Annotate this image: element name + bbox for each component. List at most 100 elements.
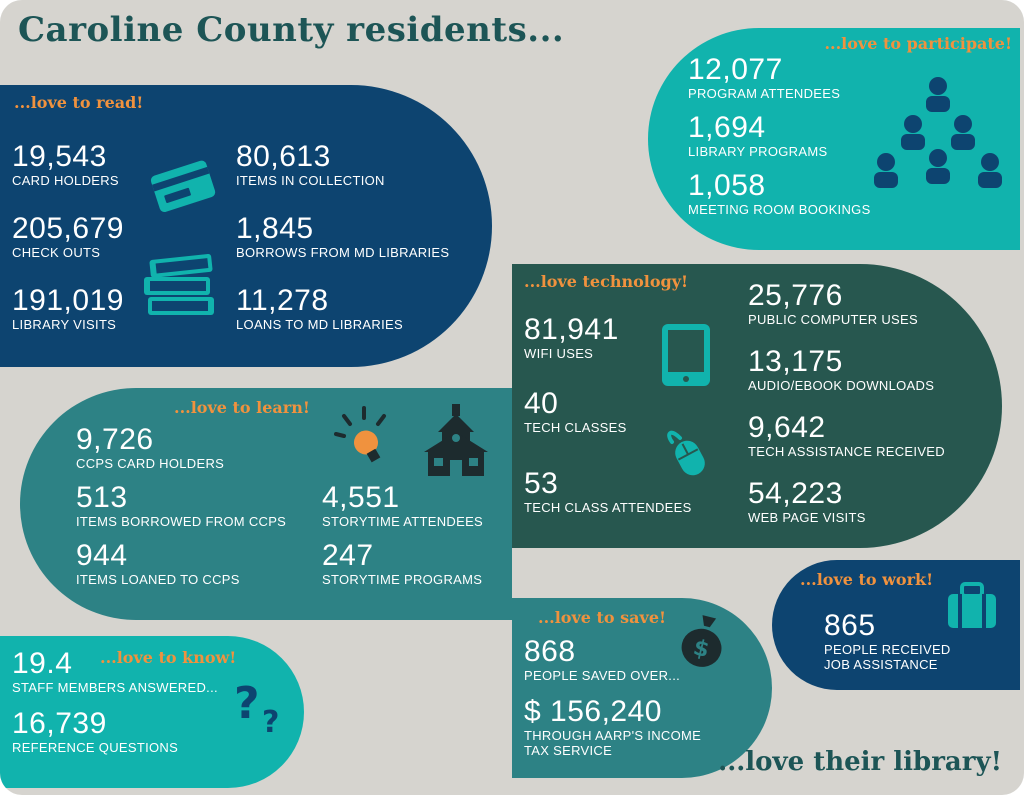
tech-stat-wifi-uses: 81,941 WiFi Uses [524, 313, 619, 362]
read-stat-library-visits: 191,019 Library Visits [12, 284, 124, 333]
learn-tag: ...love to learn! [174, 398, 310, 417]
money-bag-icon: $ [681, 615, 722, 667]
stat-label: Program Attendees [688, 86, 841, 101]
know-stat-reference-questions: 16,739 Reference Questions [12, 707, 179, 756]
technology-panel: ...love technology! 81,941 WiFi Uses 40 … [512, 264, 1002, 548]
stat-value: 513 [76, 481, 128, 514]
stat-value: 11,278 [236, 284, 329, 317]
svg-text:?: ? [234, 678, 260, 729]
tech-stat-assistance: 9,642 Tech Assistance Received [748, 411, 945, 460]
work-panel: ...love to work! 865 People Received Job… [772, 560, 1020, 690]
stat-value: 81,941 [524, 313, 619, 346]
stat-value: 1,845 [236, 212, 314, 245]
stat-label: Storytime Programs [322, 572, 483, 587]
read-tag: ...love to read! [14, 93, 144, 112]
briefcase-icon [948, 582, 996, 628]
stat-label: Library Visits [12, 317, 117, 332]
work-tag: ...love to work! [800, 570, 934, 589]
save-panel: ...love to save! 868 People Saved Over..… [512, 598, 772, 778]
stat-label: Public Computer Uses [748, 312, 918, 327]
learn-stat-storytime-attendees: 4,551 Storytime Attendees [322, 481, 484, 530]
stat-value: 865 [824, 609, 876, 642]
books-stack-icon [144, 254, 214, 315]
tablet-icon [662, 324, 710, 386]
technology-tag: ...love technology! [524, 272, 689, 291]
save-tag: ...love to save! [538, 608, 667, 627]
tech-stat-tech-classes: 40 Tech Classes [524, 387, 627, 436]
stat-label: Tech Assistance Received [748, 444, 945, 459]
stat-label: Through AARP's Income Tax Service [524, 728, 702, 758]
read-stat-borrows-md: 1,845 Borrows from MD Libraries [236, 212, 450, 261]
stat-value: 53 [524, 467, 559, 500]
stat-value: 13,175 [748, 345, 843, 378]
stat-label: Web Page Visits [748, 510, 866, 525]
stat-label: Loans to MD Libraries [236, 317, 403, 332]
know-panel: ...love to know! 19.4 Staff Members Answ… [0, 636, 304, 788]
save-stat-amount-saved: $ 156,240 Through AARP's Income Tax Serv… [524, 695, 724, 759]
stat-value: 16,739 [12, 707, 107, 740]
stat-value: 12,077 [688, 53, 783, 86]
stat-label: Items Loaned to CCPS [76, 572, 240, 587]
read-panel: ...love to read! 19,543 Card Holders 205… [0, 85, 492, 367]
stat-label: Card Holders [12, 173, 119, 188]
credit-card-icon [150, 160, 216, 213]
stat-label-text: People Received Job Assistance [824, 642, 951, 672]
stat-value: 80,613 [236, 140, 331, 173]
stat-value: 868 [524, 635, 576, 668]
read-stat-check-outs: 205,679 Check Outs [12, 213, 124, 261]
participate-stat-library-programs: 1,694 Library Programs [688, 111, 828, 160]
stat-value: 1,058 [688, 169, 766, 202]
participate-stat-meeting-rooms: 1,058 Meeting Room Bookings [688, 169, 871, 218]
stat-label: Check Outs [12, 245, 101, 260]
lightbulb-icon [334, 406, 386, 463]
stat-value: 191,019 [12, 284, 124, 317]
stat-value: 944 [76, 539, 128, 572]
stat-label: Tech Class Attendees [524, 500, 692, 515]
stat-value: $ 156,240 [524, 695, 662, 728]
learn-panel: ...love to learn! 9,726 CCPS Card Holder… [20, 388, 512, 620]
page-title: Caroline County residents... [18, 10, 565, 50]
schoolhouse-icon [424, 404, 488, 476]
tech-stat-public-computer: 25,776 Public Computer Uses [748, 280, 918, 328]
stat-label: Audio/eBook Downloads [748, 378, 935, 393]
stat-label: People Received Job Assistance [824, 642, 974, 672]
stat-value: 1,694 [688, 111, 766, 144]
participate-tag: ...love to participate! [824, 34, 1012, 53]
know-stat-staff-answered: 19.4 Staff Members Answered... [12, 648, 218, 696]
question-marks-icon: ? ? [234, 678, 279, 736]
learn-stat-storytime-programs: 247 Storytime Programs [322, 539, 483, 588]
stat-label: WiFi Uses [524, 346, 594, 361]
read-stat-card-holders: 19,543 Card Holders [12, 141, 119, 189]
save-stat-people-saved: 868 People Saved Over... [524, 635, 681, 684]
stat-label: People Saved Over... [524, 668, 681, 683]
stat-label: Meeting Room Bookings [688, 202, 871, 217]
stat-label: Items in Collection [236, 173, 385, 188]
footer-tagline: ...love their library! [718, 747, 1002, 777]
stat-label: Borrows from MD Libraries [236, 245, 450, 260]
know-tag: ...love to know! [100, 648, 237, 667]
learn-stat-items-loaned: 944 Items Loaned to CCPS [76, 539, 240, 588]
read-stat-items-in-collection: 80,613 Items in Collection [236, 140, 385, 189]
stat-label: Items Borrowed from CCPS [76, 514, 287, 529]
stat-label: CCPS Card Holders [76, 456, 225, 471]
tech-stat-web-visits: 54,223 Web Page Visits [748, 478, 866, 526]
read-stat-loans-md: 11,278 Loans to MD Libraries [236, 284, 403, 333]
learn-stat-ccps-card-holders: 9,726 CCPS Card Holders [76, 423, 225, 472]
stat-label: Library Programs [688, 144, 828, 159]
participate-panel: ...love to participate! 12,077 Program A… [648, 28, 1020, 250]
mouse-icon [667, 430, 705, 476]
stat-label: Tech Classes [524, 420, 627, 435]
stat-value: 9,642 [748, 411, 826, 444]
stat-value: 4,551 [322, 481, 400, 514]
stat-value: 9,726 [76, 423, 154, 456]
learn-stat-items-borrowed: 513 Items Borrowed from CCPS [76, 481, 287, 530]
svg-text:$: $ [691, 635, 712, 663]
participate-stat-program-attendees: 12,077 Program Attendees [688, 53, 841, 102]
work-stat-job-assistance: 865 People Received Job Assistance [824, 609, 974, 673]
stat-value: 247 [322, 539, 374, 572]
stat-label: Storytime Attendees [322, 514, 484, 529]
stat-label: Reference Questions [12, 740, 179, 755]
people-pyramid-icon [874, 77, 1002, 188]
stat-value: 40 [524, 387, 559, 420]
